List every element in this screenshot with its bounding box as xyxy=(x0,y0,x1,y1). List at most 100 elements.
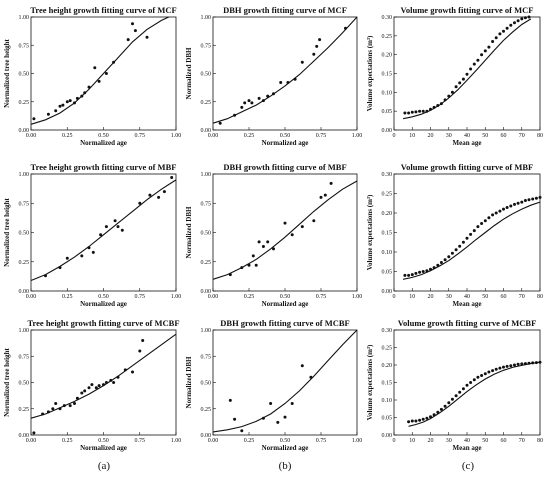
data-point xyxy=(254,263,258,267)
data-point xyxy=(476,225,480,229)
y-tick-label: 0.15 xyxy=(382,231,393,237)
data-point xyxy=(51,407,55,411)
data-point xyxy=(491,213,495,217)
data-point xyxy=(487,216,491,220)
data-point xyxy=(290,402,294,405)
x-tick-label: 0.00 xyxy=(26,294,37,300)
data-point xyxy=(162,190,166,194)
data-point xyxy=(450,251,454,255)
x-tick-label: 1.00 xyxy=(171,438,182,444)
x-axis-label: Normalized age xyxy=(262,300,309,308)
x-tick-label: 50 xyxy=(482,294,488,300)
x-tick-label: 0.00 xyxy=(26,133,37,139)
x-tick-label: 0.00 xyxy=(208,294,219,300)
data-point xyxy=(505,26,509,30)
column-sublabel: (b) xyxy=(279,460,292,472)
x-tick-label: 10 xyxy=(409,133,415,139)
y-tick-label: 0.10 xyxy=(382,90,393,96)
plot-title: Volume growth fitting curve of MCBF xyxy=(398,318,537,328)
plot-panel-1: Tree height growth fitting curve of MCF 0… xyxy=(3,5,181,147)
x-axis-label: Mean age xyxy=(453,139,482,147)
data-point xyxy=(465,72,469,76)
data-point xyxy=(68,99,72,103)
x-tick-label: 70 xyxy=(519,294,525,300)
plot-panel-6: Volume growth fitting curve of MBF 0 10 20 3… xyxy=(366,162,543,308)
data-point xyxy=(461,240,465,244)
x-tick-label: 20 xyxy=(428,133,434,139)
data-point xyxy=(487,370,491,374)
data-point xyxy=(513,363,516,367)
y-tick-label: 0.50 xyxy=(19,381,30,387)
y-tick-label: 0.75 xyxy=(19,43,30,49)
data-point xyxy=(300,225,304,229)
y-tick-label: 0.00 xyxy=(201,289,212,295)
x-tick-label: 70 xyxy=(519,133,525,139)
data-point xyxy=(58,104,62,108)
data-point xyxy=(93,66,97,70)
data-point xyxy=(469,232,473,236)
x-tick-label: 1.00 xyxy=(352,294,363,300)
data-point xyxy=(250,101,254,105)
data-point xyxy=(300,364,304,368)
data-point xyxy=(454,394,458,398)
fitted-curve xyxy=(212,329,358,433)
x-tick-label: 0.50 xyxy=(98,133,109,139)
y-axis-label: Normalized DBH xyxy=(185,47,193,99)
data-point xyxy=(461,387,465,391)
x-tick-label: 0.75 xyxy=(135,438,146,444)
data-point xyxy=(414,271,418,275)
data-point xyxy=(97,384,101,388)
y-tick-label: 0.00 xyxy=(19,433,30,439)
data-point xyxy=(450,397,454,401)
data-point xyxy=(266,240,270,244)
x-tick-label: 40 xyxy=(464,133,470,139)
data-point xyxy=(421,270,425,273)
x-tick-label: 30 xyxy=(446,133,452,139)
data-point xyxy=(315,44,319,48)
data-point xyxy=(447,255,451,259)
y-tick-label: 0.50 xyxy=(201,381,212,387)
data-point xyxy=(487,45,491,49)
y-axis-label: Normalized tree height xyxy=(3,347,11,416)
data-point xyxy=(407,273,411,277)
plot-frame xyxy=(393,329,541,436)
x-tick-label: 1.00 xyxy=(171,133,182,139)
x-tick-label: 0.25 xyxy=(244,294,255,300)
data-point xyxy=(104,225,108,229)
data-point xyxy=(97,79,101,83)
y-tick-label: 0.75 xyxy=(201,43,212,49)
y-tick-label: 0.50 xyxy=(201,72,212,78)
y-tick-label: 1.00 xyxy=(19,15,30,21)
data-point xyxy=(502,365,505,369)
y-tick-label: 0.20 xyxy=(382,53,393,59)
y-tick-label: 0.05 xyxy=(382,416,393,422)
y-tick-label: 0.15 xyxy=(382,381,393,387)
data-point xyxy=(131,22,134,26)
data-point xyxy=(94,386,98,390)
data-point xyxy=(469,67,473,71)
y-tick-label: 1.00 xyxy=(19,172,30,178)
data-point xyxy=(133,29,137,33)
data-point xyxy=(476,58,480,62)
data-point xyxy=(138,349,142,353)
x-tick-label: 0 xyxy=(393,438,396,444)
y-tick-label: 0.25 xyxy=(19,100,30,106)
plot-title: DBH growth fitting curve of MCF xyxy=(223,5,347,15)
data-point xyxy=(90,383,94,387)
data-point xyxy=(480,374,484,377)
plot-panel-2: DBH growth fitting curve of MCF 0.00 0.25 0… xyxy=(185,5,362,147)
data-point xyxy=(261,245,265,248)
data-point xyxy=(509,23,513,27)
data-point xyxy=(421,417,425,421)
x-tick-label: 70 xyxy=(519,438,525,444)
data-point xyxy=(538,195,542,199)
plot-frame xyxy=(30,329,177,436)
data-point xyxy=(65,100,69,104)
fitted-curve xyxy=(212,16,358,124)
y-tick-label: 0.20 xyxy=(382,363,393,369)
data-point xyxy=(329,181,333,185)
y-tick-label: 0.00 xyxy=(19,128,30,134)
data-point xyxy=(458,244,462,248)
plot-frame xyxy=(30,173,177,292)
y-tick-label: 1.00 xyxy=(201,328,212,334)
